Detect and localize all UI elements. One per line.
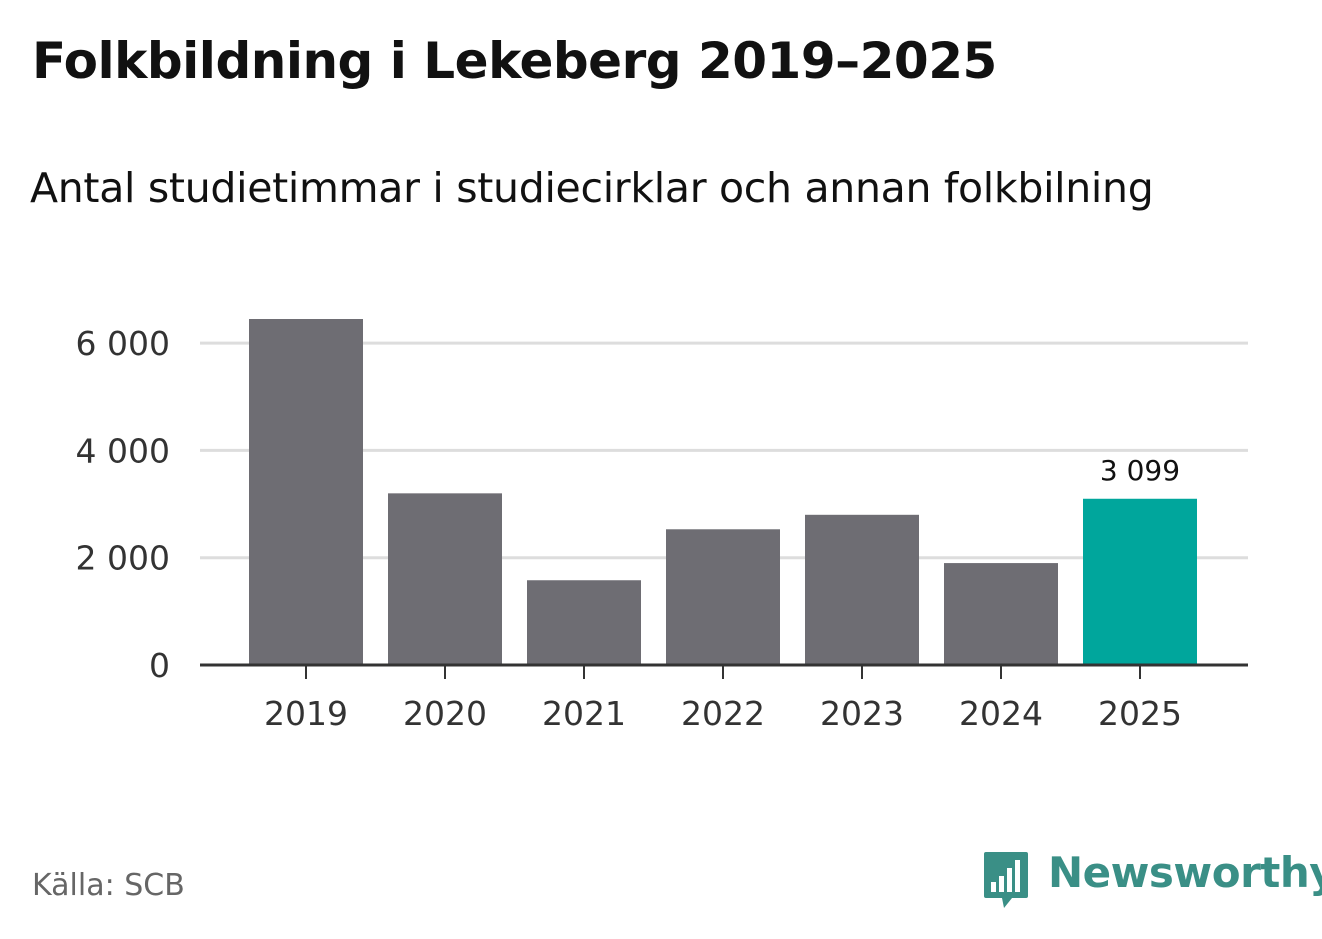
y-tick-label: 2 000 [76,539,170,578]
y-tick-label: 0 [149,646,170,685]
x-tick-label: 2021 [542,694,626,733]
chart-title: Folkbildning i Lekeberg 2019–2025 [32,32,997,90]
bar [666,529,780,665]
x-tick-label: 2023 [820,694,904,733]
bar [388,493,502,665]
bars [249,319,1197,665]
y-axis-ticks: 0 2 000 4 000 6 000 [76,324,170,685]
y-tick-label: 4 000 [76,431,170,470]
x-axis-ticks: 2019 2020 2021 2022 2023 2024 2025 [264,665,1182,733]
bar-chart-speech-bubble-icon [984,852,1028,908]
x-tick-label: 2025 [1098,694,1182,733]
source-note: Källa: SCB [32,868,185,903]
data-labels: 3 099 [1100,454,1180,487]
brand-logo: Newsworthy [982,848,1322,910]
y-tick-label: 6 000 [76,324,170,363]
bar [805,514,919,665]
chart-subtitle: Antal studietimmar i studiecirklar och a… [30,164,1154,212]
x-tick-label: 2020 [403,694,487,733]
data-label: 3 099 [1100,454,1180,487]
bar [944,563,1058,665]
x-tick-label: 2022 [681,694,765,733]
brand-name: Newsworthy [1048,848,1322,897]
bar [1083,498,1197,665]
bar [527,580,641,665]
x-tick-label: 2024 [959,694,1043,733]
bar [249,319,363,665]
x-tick-label: 2019 [264,694,348,733]
